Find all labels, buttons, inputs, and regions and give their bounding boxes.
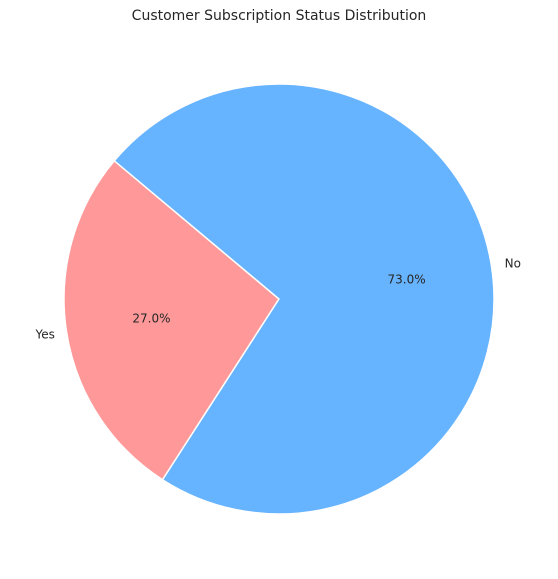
slice-percent-no: 73.0% — [387, 273, 425, 287]
pie-slice-yes — [63, 159, 280, 481]
slice-label-yes: Yes — [34, 327, 54, 341]
pie-slice-no — [113, 83, 495, 515]
chart-title: Customer Subscription Status Distributio… — [131, 8, 427, 24]
pie-slices — [63, 83, 495, 515]
pie-labels: Yes 27.0% No 73.0% — [34, 257, 521, 342]
slice-percent-yes: 27.0% — [132, 311, 170, 325]
slice-label-no: No — [505, 257, 521, 271]
